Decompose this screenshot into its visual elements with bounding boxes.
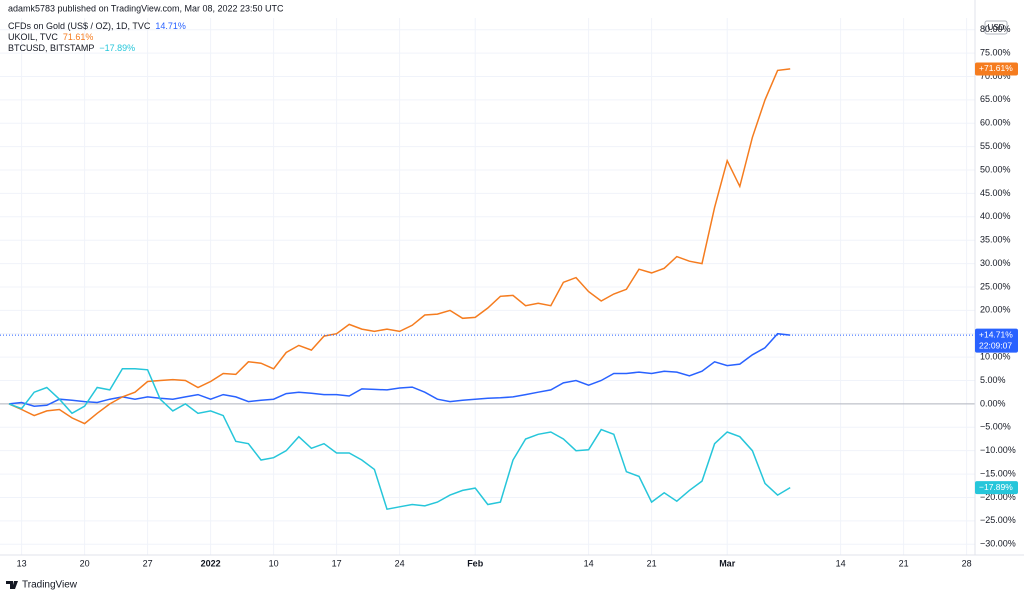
attribution: adamk5783 published on TradingView.com, …	[8, 3, 284, 13]
y-tick-label: 45.00%	[980, 188, 1011, 198]
legend-value: 14.71%	[155, 21, 186, 31]
x-tick-label: 10	[269, 558, 279, 568]
y-tick-label: 35.00%	[980, 235, 1011, 245]
legend-value: −17.89%	[99, 43, 135, 53]
price-tag-label: −17.89%	[979, 482, 1013, 492]
y-tick-label: 20.00%	[980, 305, 1011, 315]
x-tick-label: 14	[584, 558, 594, 568]
y-tick-label: 50.00%	[980, 164, 1011, 174]
y-tick-label: 30.00%	[980, 258, 1011, 268]
legend-entry: CFDs on Gold (US$ / OZ), 1D, TVC 14.71%	[8, 21, 186, 31]
x-tick-label: 14	[836, 558, 846, 568]
x-tick-label: 17	[332, 558, 342, 568]
legend-name: CFDs on Gold (US$ / OZ), 1D, TVC	[8, 21, 151, 31]
price-tag-label: +71.61%	[979, 63, 1013, 73]
y-tick-label: 0.00%	[980, 398, 1006, 408]
series-line	[8, 68, 791, 425]
x-tick-label: 13	[17, 558, 27, 568]
x-tick-label: 27	[143, 558, 153, 568]
y-tick-label: 5.00%	[980, 375, 1006, 385]
y-tick-label: −25.00%	[980, 515, 1016, 525]
x-tick-label: 21	[899, 558, 909, 568]
y-tick-label: 65.00%	[980, 94, 1011, 104]
x-tick-label: 24	[395, 558, 405, 568]
currency: USD	[988, 23, 1005, 32]
y-tick-label: 80.00%	[980, 24, 1011, 34]
series-line	[8, 332, 791, 407]
x-tick-label: 20	[80, 558, 90, 568]
x-tick-label: 21	[647, 558, 657, 568]
x-tick-label: Mar	[719, 558, 736, 568]
y-tick-label: 55.00%	[980, 141, 1011, 151]
y-tick-label: 60.00%	[980, 118, 1011, 128]
y-tick-label: −30.00%	[980, 539, 1016, 549]
y-tick-label: −20.00%	[980, 492, 1016, 502]
series-line	[8, 368, 791, 511]
legend-entry: BTCUSD, BITSTAMP −17.89%	[8, 43, 135, 53]
brand: TradingView	[22, 580, 78, 591]
y-tick-label: 40.00%	[980, 211, 1011, 221]
x-tick-label: 28	[962, 558, 972, 568]
price-tag	[975, 481, 1018, 495]
y-tick-label: 25.00%	[980, 281, 1011, 291]
currency-box	[984, 20, 1008, 35]
legend-entry: UKOIL, TVC 71.61%	[8, 32, 93, 42]
x-tick-label: Feb	[467, 558, 484, 568]
y-tick-label: −15.00%	[980, 468, 1016, 478]
legend-name: UKOIL, TVC	[8, 32, 58, 42]
y-tick-label: −10.00%	[980, 445, 1016, 455]
price-tag	[975, 62, 1018, 76]
y-tick-label: 75.00%	[980, 47, 1011, 57]
y-tick-label: 10.00%	[980, 352, 1011, 362]
countdown: 22:09:07	[979, 340, 1012, 350]
y-tick-label: 70.00%	[980, 71, 1011, 81]
price-tag-label: +14.71%	[979, 329, 1013, 339]
legend-name: BTCUSD, BITSTAMP	[8, 43, 94, 53]
x-tick-label: 2022	[201, 558, 221, 568]
price-tag	[975, 328, 1018, 353]
brand-logo	[6, 581, 18, 589]
legend-value: 71.61%	[63, 32, 94, 42]
y-tick-label: −5.00%	[980, 422, 1011, 432]
